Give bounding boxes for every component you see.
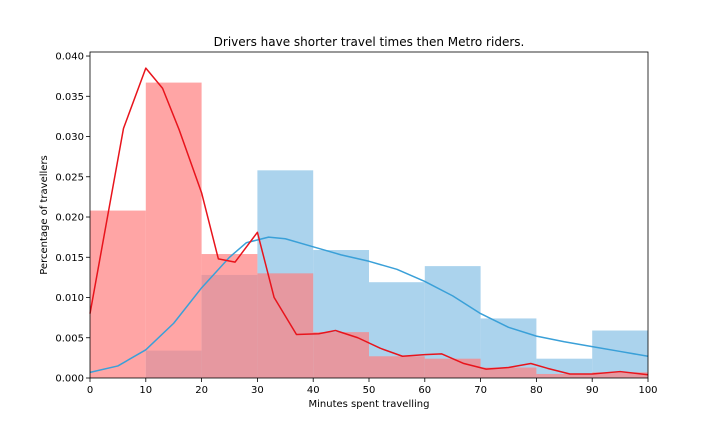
y-tick-label: 0.020 — [55, 213, 84, 224]
x-tick-label: 20 — [195, 385, 208, 396]
histogram-bar — [257, 273, 314, 378]
histogram-bar — [201, 254, 258, 378]
chart-title: Drivers have shorter travel times then M… — [214, 35, 525, 49]
histogram-bar — [369, 356, 425, 378]
y-tick-label: 0.040 — [55, 52, 84, 63]
x-tick-label: 60 — [418, 385, 431, 396]
density-curves — [89, 67, 649, 376]
y-axis: 0.000 0.005 0.010 0.015 0.020 0.025 0.030 0.035… — [55, 52, 90, 385]
y-axis-label: Percentage of travellers — [39, 155, 50, 275]
histogram-bars — [90, 82, 648, 379]
y-tick-label: 0.030 — [55, 132, 84, 143]
histogram-bar — [536, 373, 593, 378]
histogram-bar — [424, 358, 481, 378]
histogram-bar — [90, 210, 146, 378]
x-axis: 0 10 20 30 40 50 60 70 80 90 100 — [87, 378, 658, 396]
x-tick-label: 100 — [638, 385, 657, 396]
x-tick-label: 90 — [586, 385, 599, 396]
x-tick-label: 0 — [87, 385, 93, 396]
density-line — [89, 67, 649, 376]
x-axis-label: Minutes spent travelling — [309, 399, 430, 410]
density-line — [89, 236, 649, 374]
histogram-bar — [145, 82, 202, 379]
x-tick-label: 70 — [474, 385, 487, 396]
y-tick-label: 0.010 — [55, 293, 84, 304]
y-tick-label: 0.025 — [55, 172, 84, 183]
histogram-bar — [536, 358, 593, 378]
histogram-bar — [480, 367, 537, 378]
x-tick-label: 40 — [307, 385, 320, 396]
x-tick-label: 80 — [530, 385, 543, 396]
x-tick-label: 30 — [251, 385, 264, 396]
histogram-bar — [592, 372, 648, 378]
x-tick-label: 50 — [363, 385, 376, 396]
y-tick-label: 0.000 — [55, 374, 84, 385]
x-tick-label: 10 — [139, 385, 152, 396]
y-tick-label: 0.035 — [55, 92, 84, 103]
histogram-bar — [313, 332, 369, 378]
y-tick-label: 0.015 — [55, 253, 84, 264]
y-tick-label: 0.005 — [55, 333, 84, 344]
